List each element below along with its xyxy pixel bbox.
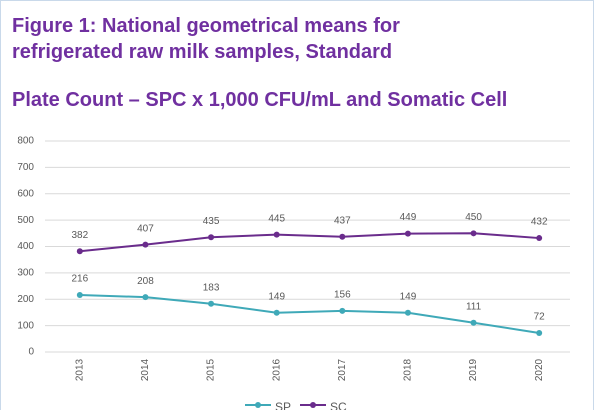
point [273, 231, 280, 238]
legend-marker [255, 402, 261, 408]
data-label: 445 [268, 213, 285, 224]
y-tick-label: 300 [17, 268, 34, 279]
legend-marker [310, 402, 316, 408]
x-tick-label: 2013 [74, 358, 85, 381]
data-label: 449 [400, 212, 417, 223]
point [142, 241, 149, 248]
series-line [79, 232, 540, 253]
legend-label: SC [330, 400, 347, 410]
y-tick-label: 400 [17, 241, 34, 252]
point [404, 230, 411, 237]
point [273, 309, 280, 316]
point [76, 292, 83, 299]
point [536, 235, 543, 242]
data-label: 156 [334, 289, 351, 300]
y-tick-label: 700 [17, 162, 34, 173]
point [404, 309, 411, 316]
data-label: 450 [465, 212, 482, 223]
point [470, 319, 477, 326]
y-tick-label: 100 [17, 320, 34, 331]
data-label: 183 [203, 282, 220, 293]
data-label: 382 [71, 230, 88, 241]
x-tick-label: 2017 [337, 358, 348, 381]
x-tick-label: 2014 [140, 358, 151, 381]
chart-title: Figure 1: National geometrical means for [12, 15, 400, 37]
x-tick-label: 2015 [206, 358, 217, 381]
data-label: 149 [400, 291, 417, 302]
chart-title: Plate Count – SPC x 1,000 CFU/mL and Som… [12, 89, 507, 111]
y-tick-label: 500 [17, 215, 34, 226]
point [76, 248, 83, 255]
x-tick-label: 2018 [403, 358, 414, 381]
y-tick-label: 600 [17, 188, 34, 199]
x-tick-label: 2020 [534, 358, 545, 381]
point [142, 294, 149, 301]
series-line [79, 294, 540, 334]
legend-label: SP [275, 400, 291, 410]
data-label: 432 [531, 217, 548, 228]
y-tick-label: 800 [17, 136, 34, 147]
point [208, 234, 215, 241]
data-label: 208 [137, 276, 154, 287]
data-label: 111 [466, 301, 482, 312]
y-tick-label: 0 [28, 347, 34, 358]
point [339, 307, 346, 314]
data-label: 435 [203, 216, 220, 227]
x-tick-label: 2016 [271, 358, 282, 381]
point [470, 230, 477, 237]
point [536, 330, 543, 337]
x-tick-label: 2019 [468, 358, 479, 381]
data-label: 407 [137, 223, 154, 234]
data-label: 72 [534, 312, 546, 323]
data-label: 216 [71, 274, 88, 285]
chart-title: refrigerated raw milk samples, Standard [12, 41, 392, 63]
point [339, 233, 346, 240]
data-label: 149 [268, 291, 285, 302]
data-label: 437 [334, 215, 351, 226]
point [208, 300, 215, 307]
y-tick-label: 200 [17, 294, 34, 305]
